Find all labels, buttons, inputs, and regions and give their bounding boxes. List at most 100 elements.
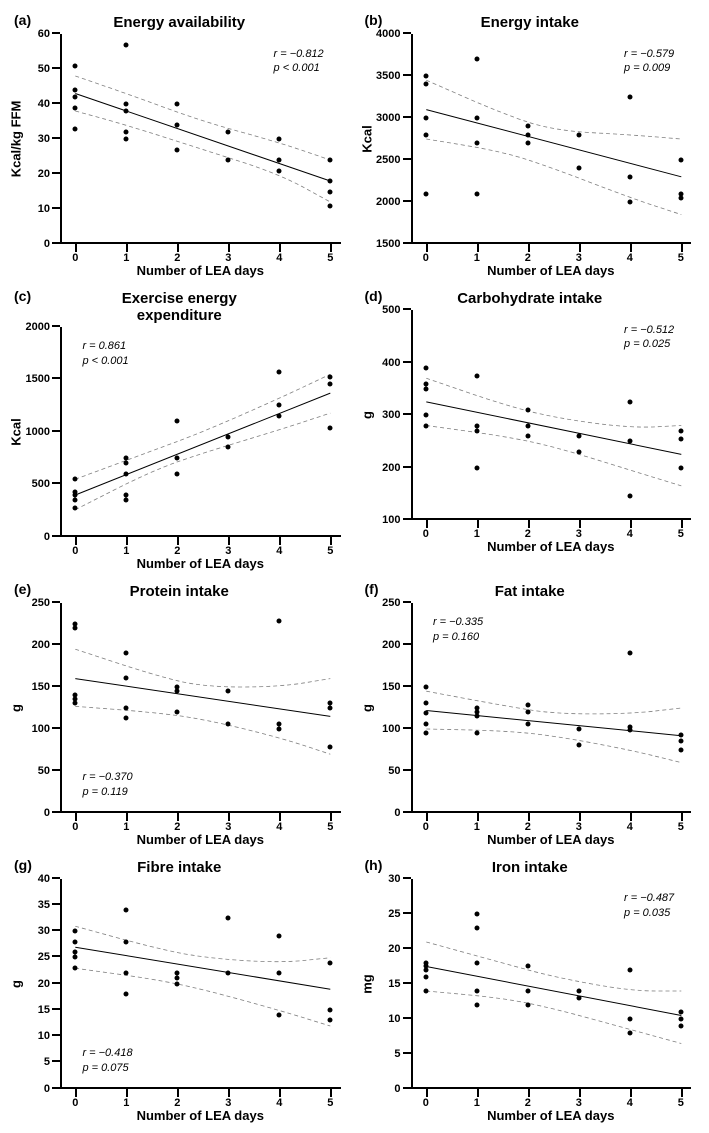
data-point (175, 471, 180, 476)
y-tick-label: 10 (388, 1013, 410, 1025)
y-tick-label: 50 (388, 765, 410, 777)
data-point (73, 692, 78, 697)
data-point (678, 1016, 683, 1021)
data-point (175, 419, 180, 424)
y-tick-label: 4000 (376, 28, 410, 40)
data-point (627, 399, 632, 404)
data-point (423, 423, 428, 428)
data-point (73, 476, 78, 481)
data-point (423, 386, 428, 391)
x-tick-label: 5 (327, 244, 333, 264)
data-point (124, 130, 129, 135)
data-point (525, 434, 530, 439)
x-axis-label: Number of LEA days (137, 832, 264, 847)
data-point (474, 141, 479, 146)
y-tick-label: 150 (382, 681, 410, 693)
data-point (525, 702, 530, 707)
data-point (474, 925, 479, 930)
ci-upper (426, 378, 681, 427)
y-tick-label: 3500 (376, 70, 410, 82)
x-tick-label: 0 (72, 537, 78, 557)
x-tick-label: 4 (627, 813, 633, 833)
data-point (328, 1018, 333, 1023)
panel-title: Energy availability (10, 14, 349, 32)
data-point (226, 915, 231, 920)
data-point (277, 971, 282, 976)
y-axis-label: g (359, 411, 374, 419)
panel-letter: (d) (365, 288, 383, 304)
ci-lower (75, 706, 330, 754)
x-tick-label: 3 (576, 813, 582, 833)
data-point (124, 650, 129, 655)
data-point (73, 490, 78, 495)
y-tick-label: 100 (382, 514, 410, 526)
y-tick-label: 3000 (376, 112, 410, 124)
x-tick-label: 3 (225, 813, 231, 833)
y-tick-label: 250 (32, 597, 60, 609)
data-point (525, 709, 530, 714)
x-axis-label: Number of LEA days (487, 539, 614, 554)
data-point (474, 423, 479, 428)
panel-title: Iron intake (361, 859, 700, 877)
data-point (525, 964, 530, 969)
y-tick-label: 0 (394, 807, 410, 819)
y-tick-label: 200 (32, 639, 60, 651)
panel-h: (h)Iron intakemgNumber of LEA days051015… (361, 855, 700, 1123)
x-tick-label: 4 (276, 813, 282, 833)
x-tick-label: 2 (525, 520, 531, 540)
y-tick-label: 10 (38, 203, 60, 215)
x-tick-label: 2 (525, 1089, 531, 1109)
x-axis-label: Number of LEA days (487, 1108, 614, 1123)
x-axis-label: Number of LEA days (487, 832, 614, 847)
data-point (525, 132, 530, 137)
x-tick-label: 4 (627, 520, 633, 540)
data-point (678, 1023, 683, 1028)
data-point (175, 102, 180, 107)
data-point (226, 722, 231, 727)
data-point (627, 174, 632, 179)
x-tick-label: 3 (225, 1089, 231, 1109)
x-tick-label: 2 (174, 1089, 180, 1109)
data-point (474, 373, 479, 378)
y-axis-label: g (359, 704, 374, 712)
y-tick-label: 30 (388, 873, 410, 885)
fit-line (426, 966, 681, 1015)
ci-upper (75, 374, 330, 479)
y-tick-label: 2500 (376, 154, 410, 166)
ci-lower (75, 968, 330, 1026)
data-point (124, 971, 129, 976)
y-tick-label: 2000 (376, 196, 410, 208)
data-point (474, 57, 479, 62)
data-point (627, 95, 632, 100)
panel-letter: (b) (365, 12, 383, 28)
data-point (423, 960, 428, 965)
data-point (678, 465, 683, 470)
data-point (277, 934, 282, 939)
x-tick-label: 1 (474, 813, 480, 833)
data-point (73, 63, 78, 68)
plot-area: KcalNumber of LEA days150020002500300035… (411, 34, 692, 244)
y-tick-label: 1500 (26, 373, 60, 385)
data-point (678, 191, 683, 196)
ci-lower (75, 413, 330, 510)
x-tick-label: 0 (72, 1089, 78, 1109)
y-tick-label: 300 (382, 409, 410, 421)
data-point (678, 733, 683, 738)
data-point (423, 730, 428, 735)
panel-title: Exercise energyexpenditure (10, 290, 349, 325)
y-tick-label: 50 (38, 765, 60, 777)
y-tick-label: 60 (38, 28, 60, 40)
x-tick-label: 5 (678, 1089, 684, 1109)
y-tick-label: 0 (44, 807, 60, 819)
data-point (226, 971, 231, 976)
data-point (423, 974, 428, 979)
plot-area: mgNumber of LEA days051015202530012345r … (411, 879, 692, 1089)
y-tick-label: 500 (382, 304, 410, 316)
data-point (627, 967, 632, 972)
data-point (525, 988, 530, 993)
x-tick-label: 2 (174, 813, 180, 833)
data-point (576, 726, 581, 731)
y-tick-label: 100 (382, 723, 410, 735)
y-tick-label: 250 (382, 597, 410, 609)
data-point (226, 688, 231, 693)
